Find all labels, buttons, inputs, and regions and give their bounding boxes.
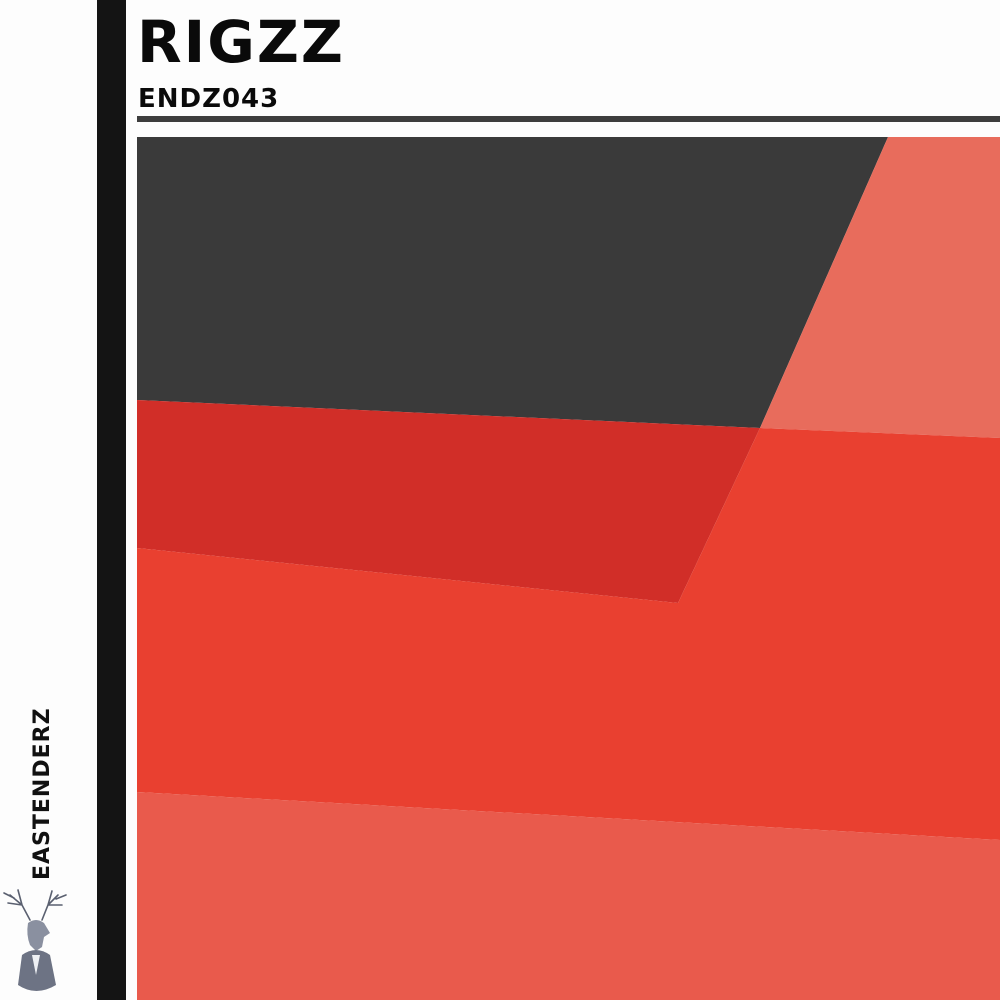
- divider: [137, 116, 1000, 122]
- red-shape: [137, 428, 1000, 840]
- light-red-shape: [137, 792, 1000, 1000]
- cover-artwork: [137, 137, 1000, 1000]
- catalog-number: ENDZ043: [138, 84, 280, 114]
- stag-logo-icon: [3, 889, 67, 991]
- side-bar: [97, 0, 126, 1000]
- artist-title: RIGZZ: [137, 8, 345, 76]
- dark-gray-shape: [137, 137, 888, 428]
- dark-red-shape: [137, 400, 760, 603]
- label-name: EASTENDERZ: [30, 707, 55, 880]
- salmon-shape: [760, 137, 1000, 438]
